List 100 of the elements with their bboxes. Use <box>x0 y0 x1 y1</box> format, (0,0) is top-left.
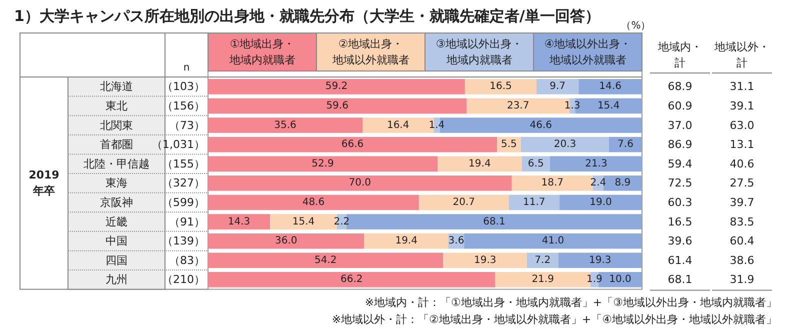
data-label: 8.9 <box>614 178 631 189</box>
data-label: 16.5 <box>490 81 512 92</box>
text: （210） <box>162 273 205 286</box>
bar <box>438 156 522 172</box>
bar <box>520 136 610 152</box>
y-tick-label: 京阪神 <box>100 196 133 209</box>
y-tick-label: 東北 <box>106 99 128 112</box>
text: （73） <box>169 118 205 132</box>
text: 39.6 <box>668 234 692 248</box>
bar <box>508 194 560 210</box>
data-label: 70.0 <box>348 178 372 189</box>
bar <box>208 118 363 133</box>
data-label: 20.3 <box>554 139 576 150</box>
text: 27.5 <box>730 176 754 190</box>
data-label: 14.6 <box>599 81 622 92</box>
data-label: 6.5 <box>528 158 544 170</box>
data-label: 41.0 <box>542 236 564 247</box>
text: 39.7 <box>730 196 754 209</box>
data-label: 5.5 <box>501 139 517 150</box>
data-label: 2.4 <box>590 178 606 189</box>
text: 68.1 <box>668 273 692 286</box>
text: 地域以外・計 <box>714 40 770 70</box>
data-label: 16.4 <box>386 120 410 131</box>
bar <box>208 136 498 152</box>
text: 13.1 <box>730 138 754 152</box>
bar <box>208 252 444 268</box>
text: 60.4 <box>730 234 754 248</box>
bar <box>418 194 509 210</box>
text: 31.1 <box>730 80 754 94</box>
text: 37.0 <box>668 118 692 132</box>
bar <box>208 98 467 114</box>
bar <box>208 79 465 94</box>
text: 38.6 <box>730 254 754 267</box>
data-label: 36.0 <box>274 236 298 247</box>
text: （1,031） <box>152 138 205 152</box>
data-label: 3.6 <box>448 236 464 247</box>
data-label: 7.2 <box>534 254 551 266</box>
bar <box>536 79 579 94</box>
text: 60.3 <box>668 196 692 209</box>
data-label: 52.9 <box>312 158 334 170</box>
data-label: 18.7 <box>541 178 564 189</box>
data-label: 23.7 <box>506 100 530 112</box>
text: （155） <box>162 157 205 170</box>
data-label: 48.6 <box>302 196 325 208</box>
data-label: 54.2 <box>314 254 337 266</box>
y-tick-label: 北関東 <box>100 118 133 132</box>
data-label: 15.4 <box>292 216 315 228</box>
data-label: 66.6 <box>341 139 364 150</box>
text: 60.9 <box>668 99 692 112</box>
y-tick-label: 四国 <box>106 254 128 267</box>
text: 16.5 <box>668 215 692 228</box>
bar <box>208 176 512 191</box>
data-label: 19.4 <box>395 236 418 247</box>
text: 31.9 <box>730 273 754 286</box>
data-label: 68.1 <box>483 216 506 228</box>
data-label: 35.6 <box>274 120 296 131</box>
text: ※地域以外・計：「②地域出身・地域以外就職者」+「④地域以外出身・地域以外就職者」 <box>332 312 777 326</box>
text: ②地域出身・地域以外就職者 <box>331 38 410 66</box>
text: （103） <box>162 80 205 94</box>
bar <box>208 272 496 288</box>
series-label: ①地域出身・地域内就職者 <box>228 38 296 66</box>
text: （%） <box>621 20 651 32</box>
text: （83） <box>169 254 205 267</box>
data-label: 10.0 <box>609 274 632 286</box>
bar <box>208 156 438 172</box>
data-label: 19.0 <box>590 196 612 208</box>
bar <box>578 79 642 94</box>
text: （599） <box>162 196 205 209</box>
data-label: 59.2 <box>325 81 348 92</box>
y-tick-label: 北陸・甲信越 <box>84 157 150 170</box>
data-label: 19.3 <box>588 254 612 266</box>
data-label: 2.2 <box>334 216 350 228</box>
text: ※地域内・計：「①地域出身・地域内就職者」+「③地域以外出身・地域内就職者」 <box>364 296 777 309</box>
data-label: 14.3 <box>228 216 250 228</box>
text: 39.1 <box>730 99 754 112</box>
data-label: 21.3 <box>585 158 608 170</box>
data-label: 9.7 <box>550 81 566 92</box>
data-label: 21.9 <box>532 274 554 286</box>
bar <box>560 194 642 210</box>
y-tick-label: 中国 <box>106 234 128 248</box>
text: 2019年卒 <box>28 168 60 198</box>
text: （139） <box>162 234 205 248</box>
data-label: 11.7 <box>523 196 546 208</box>
bar <box>464 233 642 249</box>
text: 68.9 <box>668 80 692 94</box>
y-tick-label: 首都圏 <box>100 138 133 152</box>
bar <box>208 194 419 210</box>
bar <box>364 233 448 249</box>
data-label: 1.9 <box>586 274 602 286</box>
text: （156） <box>162 99 205 112</box>
text: 地域内・計 <box>657 40 702 70</box>
text: 59.4 <box>668 157 692 170</box>
series-label: ③地域以外出身・地域内就職者 <box>436 38 523 66</box>
data-label: 19.4 <box>468 158 491 170</box>
data-label: 20.7 <box>452 196 475 208</box>
data-label: 1.3 <box>564 100 580 112</box>
text: n <box>183 62 190 74</box>
data-label: 19.3 <box>474 254 496 266</box>
data-label: 15.4 <box>597 100 620 112</box>
text: （327） <box>162 176 205 190</box>
